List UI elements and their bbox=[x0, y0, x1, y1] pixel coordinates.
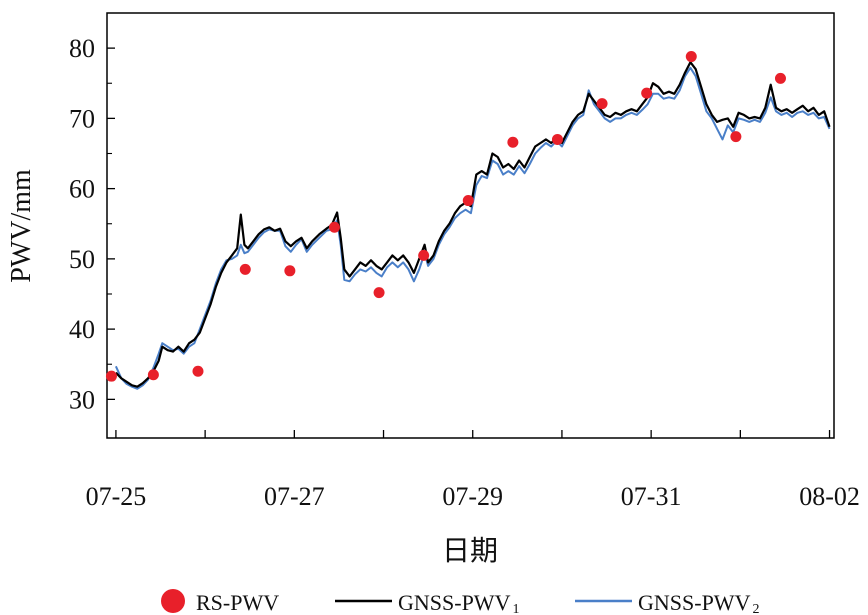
x-tick-label: 07-31 bbox=[621, 482, 682, 511]
plot-frame bbox=[106, 12, 835, 439]
rs-pwv-point bbox=[284, 265, 296, 277]
rs-pwv-point bbox=[774, 72, 786, 84]
rs-pwv-point bbox=[462, 195, 474, 207]
rs-pwv-point bbox=[507, 136, 519, 148]
rs-pwv-point bbox=[596, 98, 608, 110]
rs-pwv-point bbox=[328, 221, 340, 233]
rs-pwv-point bbox=[730, 131, 742, 143]
series-lines bbox=[114, 61, 831, 390]
y-tick-label: 50 bbox=[69, 245, 95, 274]
x-axis-ticks: 07-25 07-27 07-29 07-31 08-02 bbox=[86, 430, 860, 511]
rs-pwv-point bbox=[192, 365, 204, 377]
legend-subscript: 2 bbox=[752, 602, 759, 615]
rs-pwv-point bbox=[418, 249, 430, 261]
x-tick-label: 07-29 bbox=[442, 482, 503, 511]
rs-pwv-point bbox=[641, 87, 653, 99]
rs-pwv-point bbox=[147, 369, 159, 381]
y-tick-label: 40 bbox=[69, 315, 95, 344]
x-axis-title: 日期 bbox=[442, 536, 498, 567]
y-tick-label: 30 bbox=[69, 385, 95, 414]
rs-pwv-point bbox=[551, 133, 563, 145]
x-tick-label: 07-25 bbox=[86, 482, 147, 511]
series-line-gnss-pwv1 bbox=[115, 61, 831, 388]
y-axis-ticks: 30 40 50 60 70 80 bbox=[69, 34, 115, 414]
y-tick-label: 60 bbox=[69, 175, 95, 204]
legend-marker-rs-pwv bbox=[161, 589, 185, 613]
x-tick-label: 08-02 bbox=[799, 482, 860, 511]
legend-label: GNSS-PWV 2 bbox=[638, 590, 759, 615]
y-axis-title: PWV/mm bbox=[6, 169, 37, 283]
rs-pwv-point bbox=[373, 287, 385, 299]
rs-pwv-point bbox=[105, 370, 117, 382]
legend-subscript: 1 bbox=[512, 602, 519, 615]
x-tick-label: 07-27 bbox=[264, 482, 325, 511]
legend: RS-PWV GNSS-PWV 1 GNSS-PWV 2 bbox=[161, 589, 759, 615]
series-line-gnss-pwv2 bbox=[114, 66, 831, 390]
y-tick-label: 80 bbox=[69, 34, 95, 63]
rs-pwv-point bbox=[239, 263, 251, 275]
rs-pwv-points bbox=[105, 51, 786, 382]
rs-pwv-point bbox=[685, 51, 697, 63]
y-tick-label: 70 bbox=[69, 104, 95, 133]
legend-label: RS-PWV bbox=[196, 590, 279, 615]
legend-label: GNSS-PWV 1 bbox=[398, 590, 519, 615]
